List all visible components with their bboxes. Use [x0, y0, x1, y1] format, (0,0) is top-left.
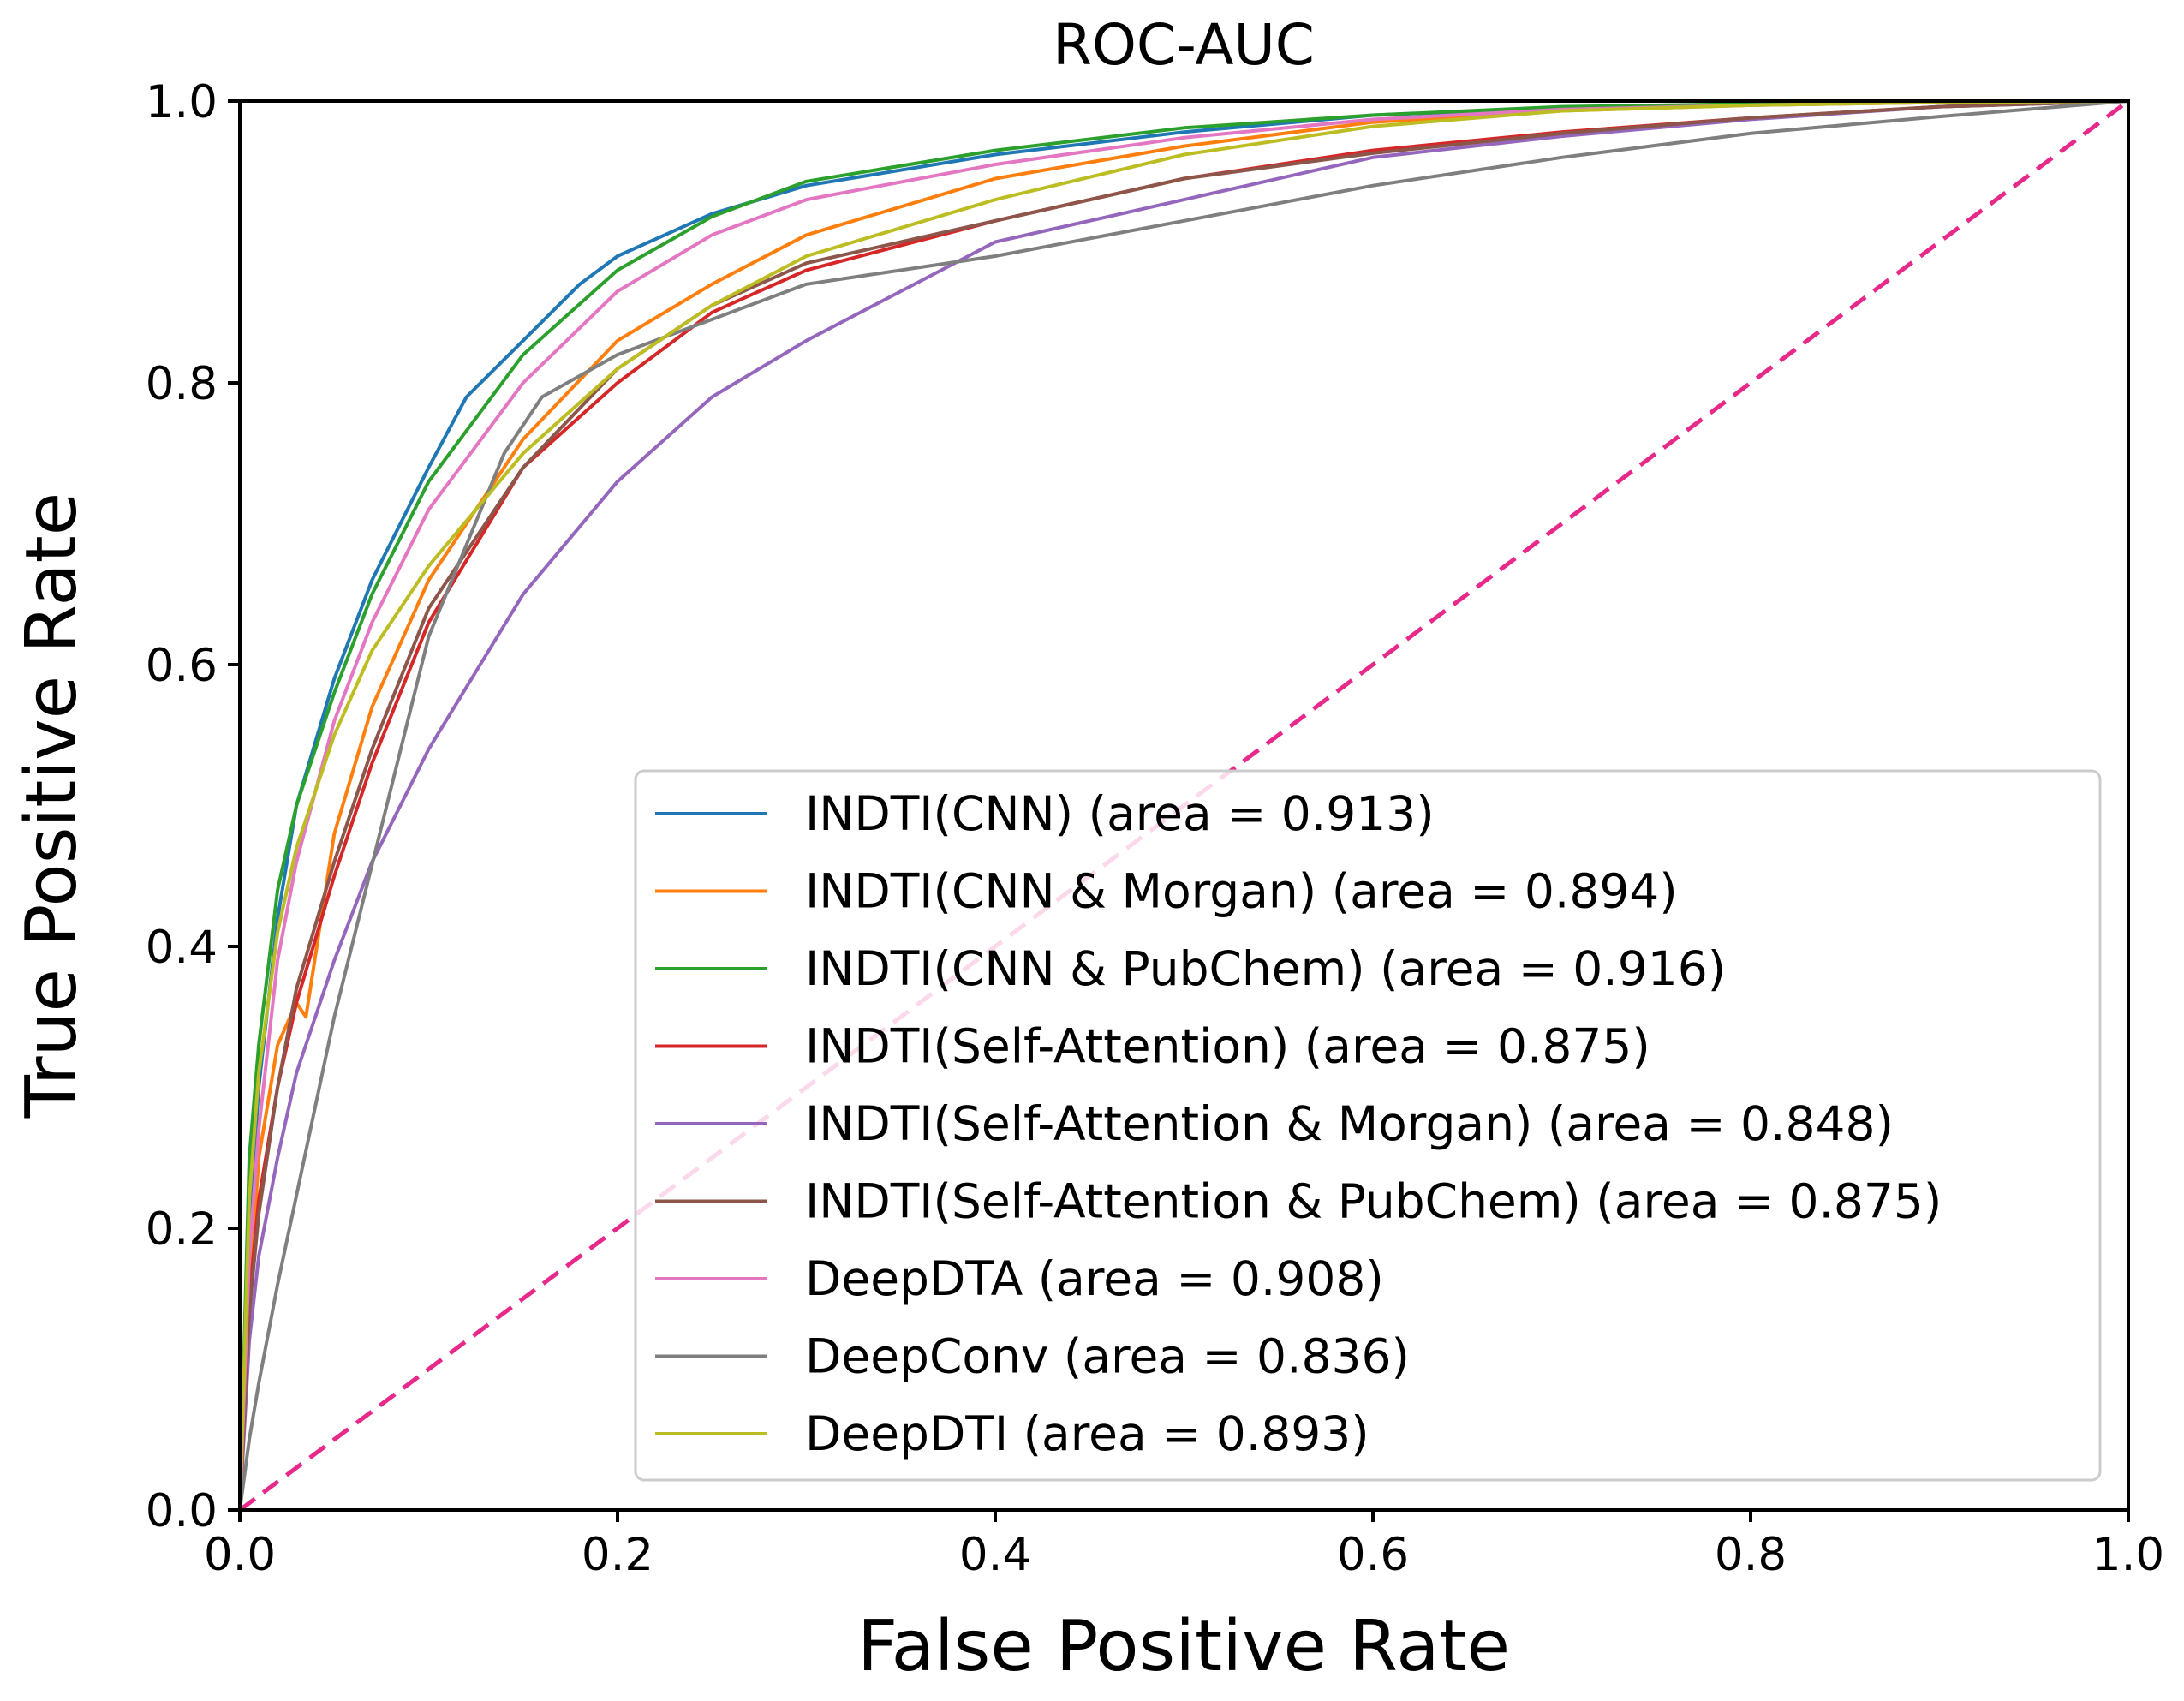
x-tick-label: 1.0 — [2092, 1529, 2164, 1581]
plot-frame — [238, 99, 2130, 1512]
legend: INDTI(CNN) (area = 0.913) INDTI(CNN & Mor… — [634, 769, 2102, 1482]
y-tick-label: 0.6 — [146, 640, 218, 692]
chart-title: ROC-AUC — [1053, 12, 1315, 78]
y-tick-label: 0.4 — [146, 922, 218, 974]
y-tick-label: 1.0 — [146, 76, 218, 128]
y-tick-label: 0.0 — [146, 1485, 218, 1537]
legend-label: DeepDTA (area = 0.908) — [805, 1251, 1384, 1306]
y-axis-ticks: 0.0 0.2 0.4 0.6 0.8 1.0 — [146, 76, 240, 1537]
legend-label: DeepConv (area = 0.836) — [805, 1329, 1410, 1384]
legend-label: INDTI(Self-Attention) (area = 0.875) — [805, 1019, 1650, 1074]
plot-area: 0.0 0.2 0.4 0.6 0.8 1.0 0.0 0.2 0.4 0.6 0.8 1.0 — [146, 76, 2164, 1581]
legend-items: INDTI(CNN) (area = 0.913) INDTI(CNN & Mor… — [655, 786, 1942, 1461]
x-tick-label: 0.8 — [1715, 1529, 1787, 1581]
y-axis-label: True Positive Rate — [11, 492, 92, 1119]
series-line-2 — [238, 99, 2130, 1512]
x-tick-label: 0.0 — [204, 1529, 276, 1581]
x-tick-label: 0.6 — [1337, 1529, 1409, 1581]
x-tick-label: 0.2 — [582, 1529, 653, 1581]
legend-label: INDTI(Self-Attention & PubChem) (area = … — [805, 1174, 1942, 1229]
legend-label: INDTI(CNN) (area = 0.913) — [805, 786, 1435, 841]
y-tick-label: 0.2 — [146, 1203, 218, 1256]
legend-label: DeepDTI (area = 0.893) — [805, 1406, 1369, 1461]
legend-box — [634, 769, 2102, 1482]
legend-label: INDTI(Self-Attention & Morgan) (area = 0… — [805, 1096, 1894, 1151]
legend-label: INDTI(CNN & Morgan) (area = 0.894) — [805, 864, 1678, 919]
series-line-4 — [238, 99, 2130, 1512]
series-line-8 — [238, 99, 2130, 1512]
series-line-7 — [238, 99, 2130, 1512]
x-axis-label: False Positive Rate — [857, 1606, 1510, 1687]
x-tick-label: 0.4 — [959, 1529, 1031, 1581]
y-tick-label: 0.8 — [146, 358, 218, 410]
roc-curves — [238, 99, 2130, 1512]
x-axis-ticks: 0.0 0.2 0.4 0.6 0.8 1.0 — [204, 1510, 2164, 1581]
legend-label: INDTI(CNN & PubChem) (area = 0.916) — [805, 941, 1726, 996]
